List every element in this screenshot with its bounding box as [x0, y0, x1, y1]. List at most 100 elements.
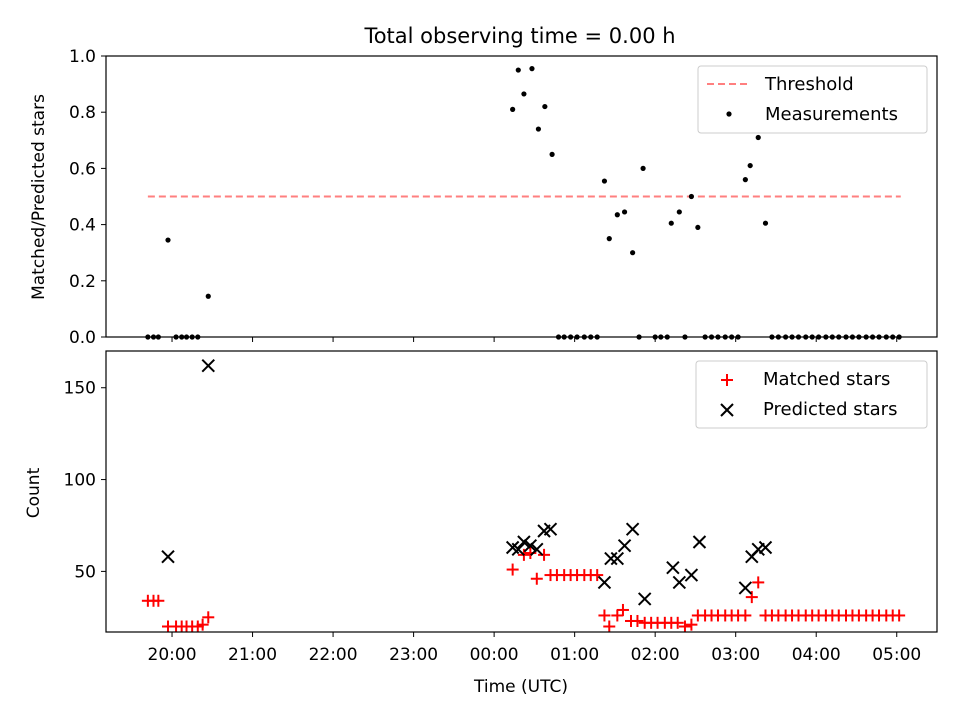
- measurement-point: [742, 177, 748, 183]
- predicted-legend-swatch: [720, 403, 734, 417]
- matched-star-point: [745, 591, 758, 604]
- matched-star-point: [739, 609, 752, 622]
- matched-star-point: [603, 620, 616, 633]
- predicted-star-point: [692, 535, 707, 549]
- predicted-star-point: [637, 592, 652, 606]
- ratio-legend-box: [697, 65, 928, 134]
- measurement-point: [640, 165, 646, 171]
- measurements-legend-swatch: [726, 111, 732, 117]
- measurement-point: [614, 212, 620, 218]
- ratio-legend: Threshold Measurements: [697, 65, 928, 134]
- measurement-point: [529, 66, 535, 72]
- measurement-point: [515, 67, 521, 73]
- time-x-axis: 20:00 21:00 22:00 23:00 00:00 01:00 02:00 03:00…: [148, 632, 921, 665]
- count-axes-frame: [105, 350, 938, 633]
- matched-star-point: [196, 618, 209, 631]
- matched-legend-label: Matched stars: [763, 369, 890, 390]
- matched-star-point: [752, 576, 765, 589]
- matched-star-point: [598, 609, 611, 622]
- predicted-star-point: [511, 542, 525, 557]
- predicted-star-point: [738, 581, 753, 595]
- measurement-point: [510, 106, 516, 112]
- x-tick-label: 22:00: [309, 645, 358, 665]
- measurement-point: [630, 250, 636, 256]
- predicted-star-point: [543, 522, 558, 536]
- predicted-star-point: [523, 538, 538, 553]
- x-tick-label: 02:00: [631, 645, 680, 665]
- matched-star-point: [678, 620, 691, 633]
- predicted-star-point: [617, 538, 632, 553]
- x-tick-label: 23:00: [389, 645, 438, 665]
- matched-star-point: [152, 594, 165, 607]
- measurement-point: [688, 193, 695, 200]
- y-tick-label: 1.0: [69, 47, 96, 67]
- matched-star-point: [616, 603, 629, 616]
- predicted-star-point: [610, 551, 625, 566]
- y-tick-label: 0.8: [69, 103, 96, 123]
- count-y-axis-label: Count: [24, 467, 44, 518]
- measurement-point: [755, 134, 761, 141]
- x-tick-label: 04:00: [792, 645, 841, 665]
- predicted-star-point: [530, 542, 544, 557]
- count-legend: Matched stars Predicted stars: [695, 360, 928, 429]
- y-tick-label: 150: [64, 379, 96, 399]
- measurement-point: [747, 162, 753, 169]
- predicted-star-point: [758, 540, 773, 555]
- matched-star-point: [538, 548, 551, 561]
- x-tick-label: 01:00: [550, 645, 599, 665]
- matched-star-point: [685, 618, 698, 631]
- ratio-x-axis: [171, 337, 898, 342]
- measurement-point: [762, 220, 769, 226]
- threshold-legend-label: Threshold: [764, 74, 854, 95]
- predicted-star-point: [201, 358, 215, 373]
- y-tick-label: 50: [74, 562, 96, 582]
- predicted-star-point: [666, 561, 680, 575]
- predicted-star-point: [597, 575, 612, 590]
- measurement-point: [535, 126, 542, 132]
- y-tick-label: 0.6: [69, 159, 96, 179]
- measurement-point: [695, 224, 701, 231]
- matched-star-point: [893, 609, 906, 622]
- matched-star-point: [202, 611, 215, 624]
- count-plot-area: [141, 358, 906, 633]
- y-tick-label: 0.2: [69, 272, 96, 292]
- matched-star-point: [530, 572, 543, 585]
- matched-star-point: [506, 563, 519, 576]
- y-tick-label: 100: [64, 471, 96, 491]
- measurement-point: [606, 236, 612, 242]
- measurement-point: [205, 293, 211, 299]
- matched-star-point: [591, 569, 604, 582]
- x-tick-label: 05:00: [872, 645, 921, 665]
- measurement-point: [621, 209, 628, 215]
- time-x-axis-label: Time (UTC): [473, 677, 568, 697]
- measurement-point: [601, 178, 608, 184]
- predicted-star-point: [672, 575, 687, 590]
- predicted-legend-label: Predicted stars: [763, 399, 897, 420]
- measurement-point: [668, 220, 674, 226]
- ratio-y-axis-label: Matched/Predicted stars: [29, 94, 49, 300]
- ratio-axes-frame: [105, 55, 938, 338]
- chart-title: Total observing time = 0.00 h: [363, 24, 675, 48]
- measurement-point: [676, 209, 682, 215]
- count-y-axis: 50 100 150: [64, 379, 106, 582]
- x-tick-label: 03:00: [711, 645, 760, 665]
- x-tick-label: 00:00: [470, 645, 519, 665]
- matched-legend-swatch: [721, 374, 733, 386]
- y-tick-label: 0.0: [69, 328, 96, 348]
- ratio-panel: 0.0 0.2 0.4 0.6 0.8 1.0 Matched/Predicted sta…: [29, 47, 938, 348]
- x-tick-label: 21:00: [228, 645, 277, 665]
- x-tick-label: 20:00: [148, 645, 197, 665]
- measurement-point: [542, 103, 548, 110]
- count-panel: 50 100 150 20:00 21:00 22:00 23:00 00:00 01:00 0…: [24, 350, 938, 697]
- predicted-star-point: [517, 535, 531, 549]
- matched-star-point: [631, 614, 644, 627]
- predicted-star-point: [684, 568, 699, 582]
- measurements-legend-label: Measurements: [765, 104, 898, 125]
- measurement-point: [549, 151, 555, 157]
- count-legend-box: [695, 360, 928, 429]
- predicted-star-point: [161, 549, 175, 564]
- measurement-point: [521, 91, 527, 97]
- matched-star-point: [671, 616, 684, 629]
